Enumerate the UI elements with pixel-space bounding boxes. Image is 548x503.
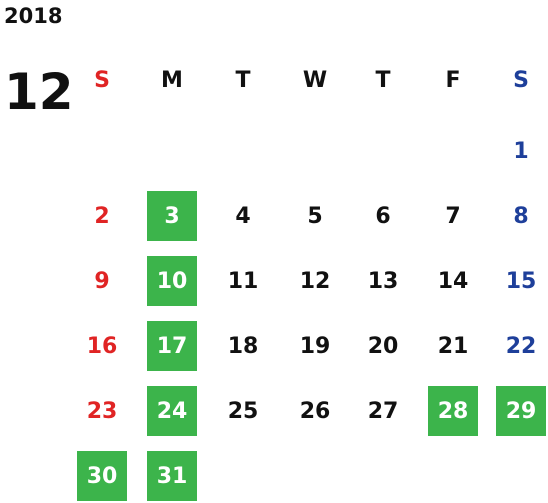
day: 14 (437, 268, 469, 294)
day: 13 (367, 268, 399, 294)
day: 9 (94, 268, 110, 294)
weekday-label: S (513, 67, 529, 93)
day: 16 (86, 333, 118, 359)
day: 20 (367, 333, 399, 359)
weekday-label: M (161, 67, 183, 93)
day: 25 (227, 398, 259, 424)
day: 7 (445, 203, 461, 229)
day: 19 (299, 333, 331, 359)
highlighted-day: 17 (147, 321, 197, 371)
highlighted-day: 24 (147, 386, 197, 436)
month: 12 (4, 63, 74, 121)
day: 18 (227, 333, 259, 359)
weekday-label: W (302, 67, 328, 93)
day: 12 (299, 268, 331, 294)
weekday-label: S (94, 67, 110, 93)
day: 1 (513, 138, 529, 164)
day: 11 (227, 268, 259, 294)
day: 15 (505, 268, 537, 294)
day: 6 (375, 203, 391, 229)
highlighted-day: 30 (77, 451, 127, 501)
day: 8 (513, 203, 529, 229)
year: 2018 (4, 4, 63, 28)
highlighted-day: 3 (147, 191, 197, 241)
day: 5 (307, 203, 323, 229)
day: 2 (94, 203, 110, 229)
weekday-label: T (235, 67, 251, 93)
highlighted-day: 10 (147, 256, 197, 306)
day: 21 (437, 333, 469, 359)
weekday-label: F (445, 67, 461, 93)
day: 4 (235, 203, 251, 229)
highlighted-day: 28 (428, 386, 478, 436)
day: 22 (505, 333, 537, 359)
highlighted-day: 31 (147, 451, 197, 501)
weekday-label: T (375, 67, 391, 93)
day: 27 (367, 398, 399, 424)
day: 26 (299, 398, 331, 424)
day: 23 (86, 398, 118, 424)
highlighted-day: 29 (496, 386, 546, 436)
